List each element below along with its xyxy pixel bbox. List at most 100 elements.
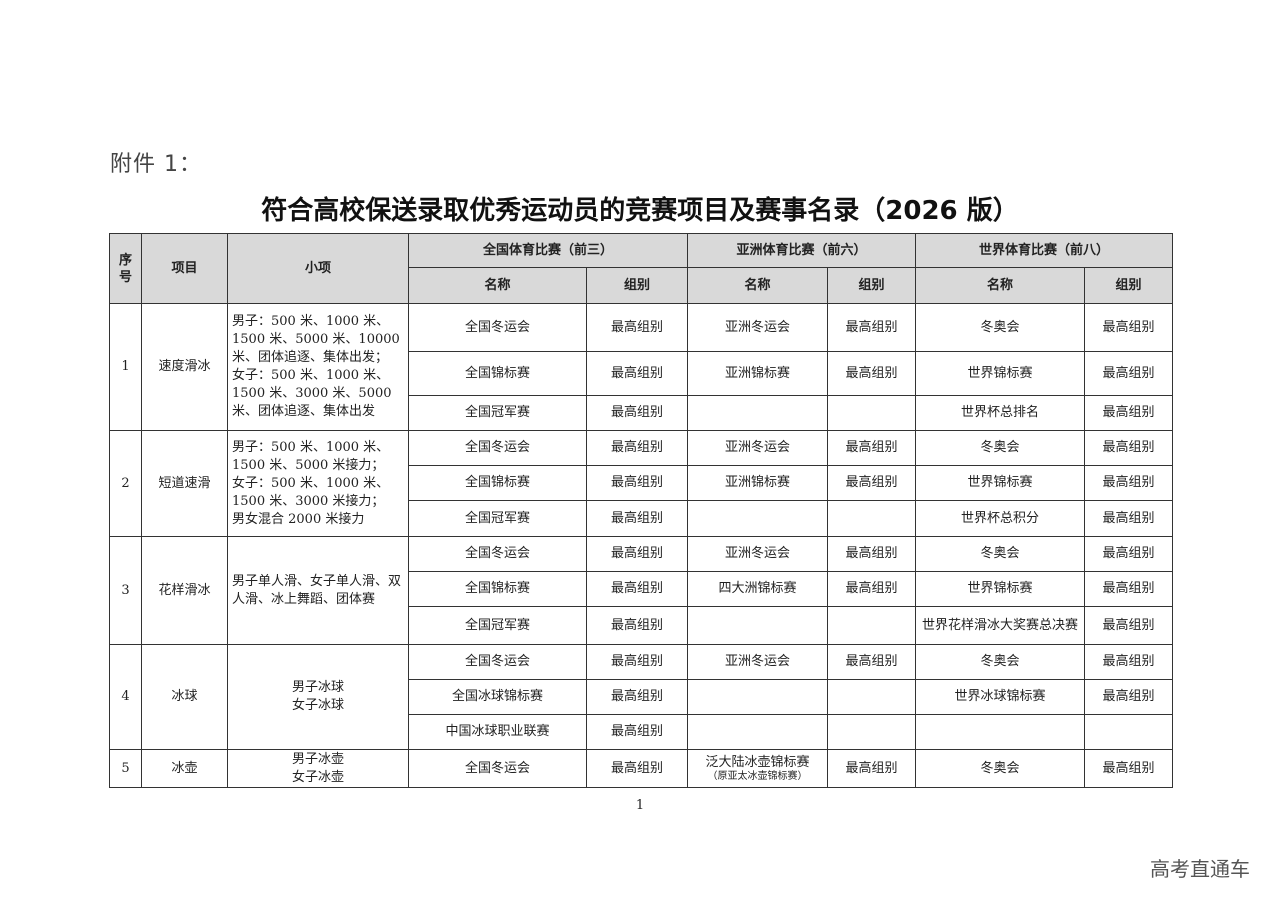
asian-name-cell — [687, 714, 828, 750]
national-group-cell: 最高组别 — [586, 606, 688, 645]
asian-group-cell: 最高组别 — [827, 303, 916, 352]
world-name-cell: 冬奥会 — [915, 303, 1085, 352]
header-seq: 序号 — [109, 233, 142, 304]
asian-name-text: 泛大陆冰壶锦标赛 — [705, 754, 810, 770]
national-group-cell: 最高组别 — [586, 395, 688, 431]
events-cell: 男子单人滑、女子单人滑、双人滑、冰上舞蹈、团体赛 — [227, 536, 409, 645]
national-group-cell: 最高组别 — [586, 500, 688, 537]
world-group-cell: 最高组别 — [1084, 571, 1173, 607]
national-group-cell: 最高组别 — [586, 351, 688, 396]
asian-group-cell: 最高组别 — [827, 430, 916, 466]
world-name-cell: 冬奥会 — [915, 749, 1085, 788]
world-group-cell: 最高组别 — [1084, 465, 1173, 501]
national-name-cell: 全国冠军赛 — [408, 606, 587, 645]
world-name-cell: 世界锦标赛 — [915, 351, 1085, 396]
sport-cell: 冰球 — [141, 644, 228, 750]
national-group-cell: 最高组别 — [586, 749, 688, 788]
world-group-cell: 最高组别 — [1084, 679, 1173, 715]
seq-cell: 2 — [109, 430, 142, 537]
table-row: 全国冰球锦标赛 最高组别 世界冰球锦标赛 最高组别 — [110, 679, 1173, 715]
asian-group-cell — [827, 679, 916, 715]
national-name-cell: 全国锦标赛 — [408, 351, 587, 396]
sport-cell: 短道速滑 — [141, 430, 228, 537]
world-name-cell: 冬奥会 — [915, 536, 1085, 572]
table-row: 全国锦标赛 最高组别 亚洲锦标赛 最高组别 世界锦标赛 最高组别 — [110, 351, 1173, 396]
header-sport: 项目 — [141, 233, 228, 304]
world-group-cell: 最高组别 — [1084, 303, 1173, 352]
header-national-group: 组别 — [586, 267, 688, 304]
national-name-cell: 中国冰球职业联赛 — [408, 714, 587, 750]
world-name-cell: 冬奥会 — [915, 644, 1085, 680]
national-name-cell: 全国冠军赛 — [408, 395, 587, 431]
attachment-label: 附件 1： — [110, 152, 202, 177]
seq-cell: 5 — [109, 749, 142, 788]
national-group-cell: 最高组别 — [586, 303, 688, 352]
header-asian-group: 组别 — [827, 267, 916, 304]
national-group-cell: 最高组别 — [586, 679, 688, 715]
table-row: 全国冠军赛 最高组别 世界杯总排名 最高组别 — [110, 395, 1173, 431]
world-group-cell — [1084, 714, 1173, 750]
world-name-cell: 冬奥会 — [915, 430, 1085, 466]
world-name-cell: 世界锦标赛 — [915, 571, 1085, 607]
asian-group-cell: 最高组别 — [827, 644, 916, 680]
national-name-cell: 全国冬运会 — [408, 430, 587, 466]
asian-group-cell — [827, 395, 916, 431]
table-row: 中国冰球职业联赛 最高组别 — [110, 714, 1173, 750]
events-cell: 男子：500 米、1000 米、1500 米、5000 米接力； 女子：500 … — [227, 430, 409, 537]
events-cell: 男子冰球 女子冰球 — [227, 644, 409, 750]
asian-name-cell: 四大洲锦标赛 — [687, 571, 828, 607]
national-group-cell: 最高组别 — [586, 644, 688, 680]
national-name-cell: 全国冠军赛 — [408, 500, 587, 537]
world-group-cell: 最高组别 — [1084, 395, 1173, 431]
asian-name-cell — [687, 395, 828, 431]
events-cell: 男子冰壶 女子冰壶 — [227, 749, 409, 788]
header-world: 世界体育比赛（前八） — [915, 233, 1173, 268]
world-group-cell: 最高组别 — [1084, 606, 1173, 645]
asian-name-cell: 亚洲锦标赛 — [687, 351, 828, 396]
national-group-cell: 最高组别 — [586, 430, 688, 466]
sport-cell: 速度滑冰 — [141, 303, 228, 431]
asian-group-cell: 最高组别 — [827, 536, 916, 572]
table-row: 1 速度滑冰 男子：500 米、1000 米、1500 米、5000 米、10000… — [109, 303, 1173, 431]
world-name-cell: 世界杯总积分 — [915, 500, 1085, 537]
asian-group-cell — [827, 714, 916, 750]
asian-name-cell: 亚洲冬运会 — [687, 303, 828, 352]
world-name-cell: 世界冰球锦标赛 — [915, 679, 1085, 715]
table-row: 5 冰壶 男子冰壶 女子冰壶 全国冬运会 最高组别 泛大陆冰壶锦标赛 （原亚太冰壶锦标赛）最… — [109, 749, 1173, 788]
national-name-cell: 全国锦标赛 — [408, 465, 587, 501]
national-group-cell: 最高组别 — [586, 536, 688, 572]
asian-name-cell: 泛大陆冰壶锦标赛 （原亚太冰壶锦标赛） — [687, 749, 828, 788]
world-name-cell: 世界锦标赛 — [915, 465, 1085, 501]
asian-group-cell — [827, 500, 916, 537]
asian-name-cell — [687, 500, 828, 537]
table-row: 全国冠军赛 最高组别 世界花样滑冰大奖赛总决赛 最高组别 — [110, 606, 1173, 645]
asian-name-cell: 亚洲锦标赛 — [687, 465, 828, 501]
sport-cell: 冰壶 — [141, 749, 228, 788]
national-name-cell: 全国冬运会 — [408, 644, 587, 680]
asian-group-cell — [827, 606, 916, 645]
header-national-name: 名称 — [408, 267, 587, 304]
world-group-cell: 最高组别 — [1084, 644, 1173, 680]
seq-cell: 4 — [109, 644, 142, 750]
asian-name-cell — [687, 606, 828, 645]
national-group-cell: 最高组别 — [586, 714, 688, 750]
world-group-cell: 最高组别 — [1084, 351, 1173, 396]
world-name-cell: 世界花样滑冰大奖赛总决赛 — [915, 606, 1085, 645]
table-row: 4 冰球 男子冰球 女子冰球 全国冬运会 最高组别 亚洲冬运会 最高组别 冬奥会 最高组别 — [109, 644, 1173, 750]
asian-name-cell: 亚洲冬运会 — [687, 644, 828, 680]
world-group-cell: 最高组别 — [1084, 500, 1173, 537]
national-name-cell: 全国冬运会 — [408, 303, 587, 352]
world-name-cell — [915, 714, 1085, 750]
watermark: 高考直通车 — [1150, 857, 1250, 881]
national-group-cell: 最高组别 — [586, 465, 688, 501]
seq-cell: 1 — [109, 303, 142, 431]
world-name-cell: 世界杯总排名 — [915, 395, 1085, 431]
asian-name-cell: 亚洲冬运会 — [687, 430, 828, 466]
header-national: 全国体育比赛（前三） — [408, 233, 688, 268]
asian-name-cell — [687, 679, 828, 715]
asian-group-cell: 最高组别 — [827, 749, 916, 788]
page-number: 1 — [635, 798, 645, 813]
national-name-cell: 全国冬运会 — [408, 536, 587, 572]
document-title: 符合高校保送录取优秀运动员的竞赛项目及赛事名录（2026 版） — [261, 196, 1019, 226]
table-row: 2 短道速滑 男子：500 米、1000 米、1500 米、5000 米接力； 女子… — [109, 430, 1173, 537]
